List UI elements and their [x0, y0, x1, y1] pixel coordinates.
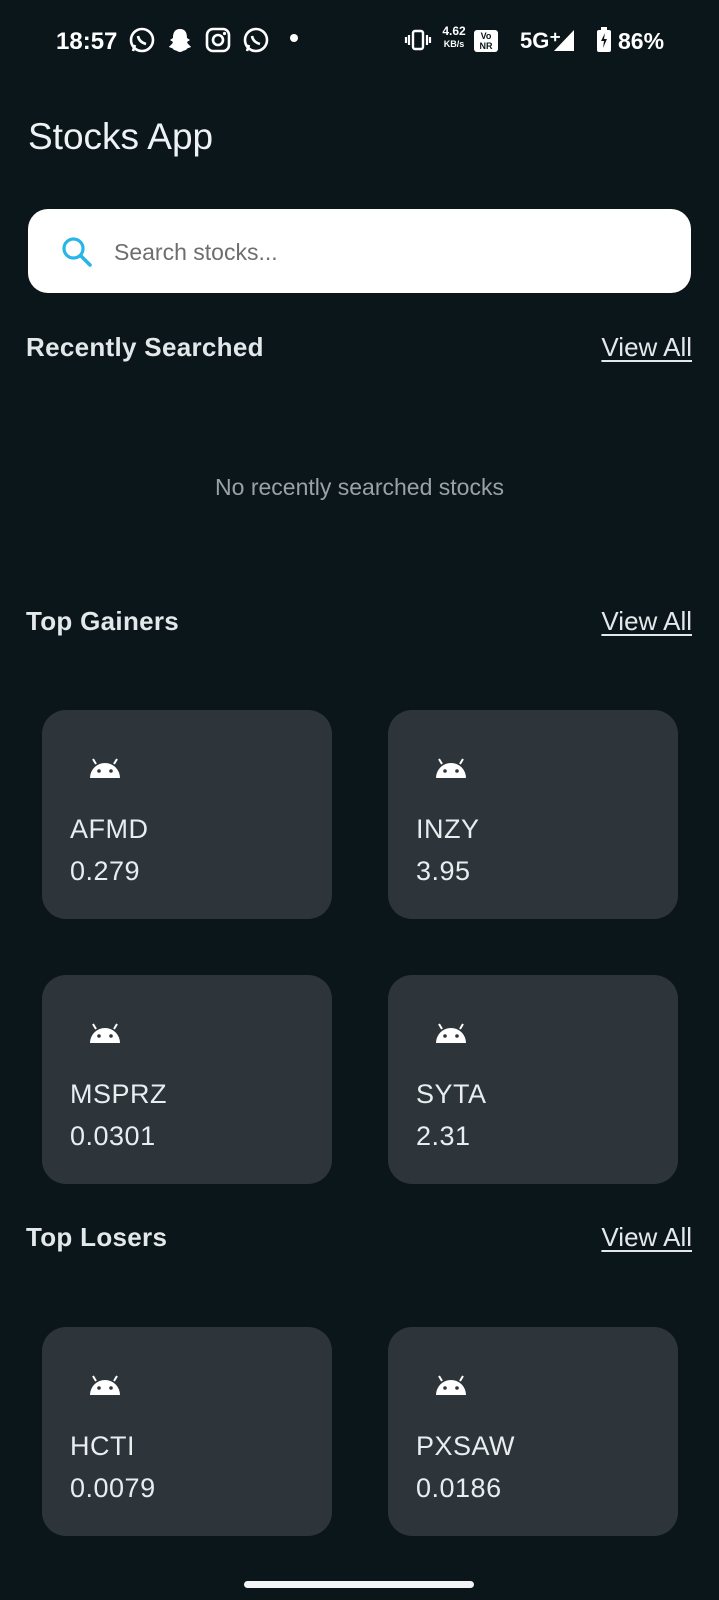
signal-icon: [552, 26, 576, 59]
android-icon: [88, 1375, 122, 1397]
stock-price: 0.0079: [70, 1473, 156, 1503]
network-speed: 4.62 KB/s: [442, 24, 466, 49]
search-icon: [60, 235, 94, 269]
stock-symbol: INZY: [416, 814, 480, 844]
stock-symbol: HCTI: [70, 1431, 135, 1461]
battery-percent: 86%: [618, 28, 665, 54]
recently-searched-view-all-link[interactable]: View All: [601, 332, 692, 362]
status-bar: 18:57 4.62 KB/s Vo NR 5G⁺ 86%: [0, 0, 719, 84]
instagram-icon: [204, 26, 232, 59]
stock-price: 2.31: [416, 1121, 471, 1151]
stock-symbol: MSPRZ: [70, 1079, 167, 1109]
android-icon: [434, 1375, 468, 1397]
snapchat-icon: [166, 26, 194, 59]
search-input[interactable]: [112, 225, 656, 279]
recently-searched-title: Recently Searched: [26, 332, 264, 362]
android-icon: [434, 1023, 468, 1045]
android-icon: [88, 758, 122, 780]
app-title: Stocks App: [28, 116, 214, 157]
vonr-badge: Vo NR: [474, 30, 498, 52]
stock-symbol: PXSAW: [416, 1431, 516, 1461]
stock-card[interactable]: INZY 3.95: [388, 710, 678, 919]
stock-card[interactable]: PXSAW 0.0186: [388, 1327, 678, 1536]
stock-symbol: AFMD: [70, 814, 149, 844]
stock-card[interactable]: SYTA 2.31: [388, 975, 678, 1184]
network-type: 5G⁺: [520, 28, 561, 53]
whatsapp-icon: [242, 26, 270, 59]
vibrate-icon: [404, 26, 432, 59]
recently-searched-empty-message: No recently searched stocks: [215, 474, 504, 500]
battery-charging-icon: [596, 26, 612, 59]
android-icon: [88, 1023, 122, 1045]
stock-card[interactable]: HCTI 0.0079: [42, 1327, 332, 1536]
top-gainers-view-all-link[interactable]: View All: [601, 606, 692, 636]
stock-card[interactable]: AFMD 0.279: [42, 710, 332, 919]
stock-price: 3.95: [416, 856, 471, 886]
stock-price: 0.0186: [416, 1473, 502, 1503]
more-notifications-dot: [290, 34, 298, 42]
stock-card[interactable]: MSPRZ 0.0301: [42, 975, 332, 1184]
top-losers-title: Top Losers: [26, 1222, 168, 1252]
top-gainers-title: Top Gainers: [26, 606, 180, 636]
whatsapp-icon: [128, 26, 156, 59]
status-time: 18:57: [56, 28, 118, 55]
top-losers-view-all-link[interactable]: View All: [601, 1222, 692, 1252]
stock-price: 0.279: [70, 856, 141, 886]
stock-price: 0.0301: [70, 1121, 156, 1151]
android-icon: [434, 758, 468, 780]
search-bar[interactable]: [28, 209, 691, 293]
home-gesture-bar[interactable]: [244, 1581, 474, 1588]
stock-symbol: SYTA: [416, 1079, 487, 1109]
